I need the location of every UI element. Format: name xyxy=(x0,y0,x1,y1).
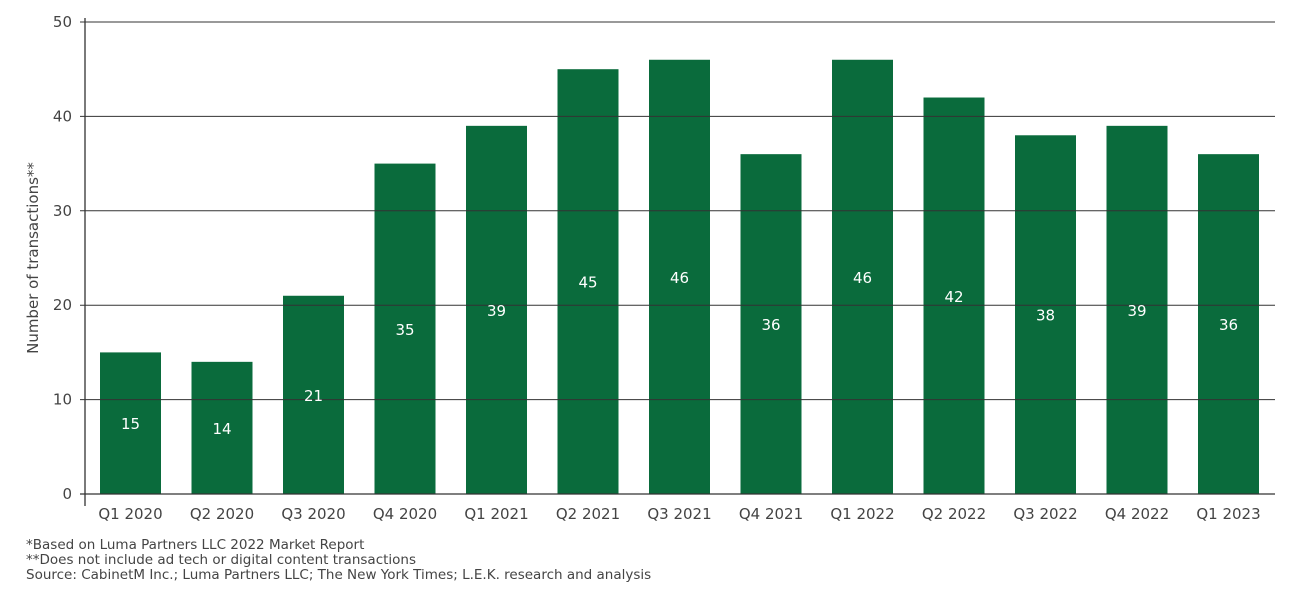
bar xyxy=(191,361,253,494)
x-tick-label: Q1 2023 xyxy=(1196,505,1260,523)
x-tick-label: Q4 2022 xyxy=(1105,505,1169,523)
data-label: 42 xyxy=(944,288,963,306)
data-label: 46 xyxy=(670,269,689,287)
footnote-2: **Does not include ad tech or digital co… xyxy=(26,552,417,568)
data-label: 15 xyxy=(121,415,140,433)
footnote-1: *Based on Luma Partners LLC 2022 Market … xyxy=(26,537,365,553)
y-axis-label: Number of transactions** xyxy=(24,162,42,354)
x-tick-label: Q1 2022 xyxy=(830,505,894,523)
y-tick-label: 50 xyxy=(53,13,72,31)
bar xyxy=(1015,135,1076,494)
source-note: Source: CabinetM Inc.; Luma Partners LLC… xyxy=(26,567,652,583)
bar xyxy=(1106,125,1168,494)
bar xyxy=(832,59,893,494)
x-tick-label: Q1 2021 xyxy=(464,505,528,523)
y-tick-label: 30 xyxy=(53,202,72,220)
data-label: 39 xyxy=(1127,302,1146,320)
bar xyxy=(557,69,619,494)
bar xyxy=(649,59,710,494)
data-label: 38 xyxy=(1036,307,1055,325)
data-label: 45 xyxy=(578,274,597,292)
bar xyxy=(466,125,527,494)
bar xyxy=(923,97,985,495)
y-tick-label: 0 xyxy=(62,485,72,503)
data-label: 46 xyxy=(853,269,872,287)
x-tick-label: Q2 2022 xyxy=(922,505,986,523)
data-label: 14 xyxy=(212,420,231,438)
bar xyxy=(374,163,436,494)
x-tick-label: Q1 2020 xyxy=(98,505,162,523)
x-tick-label: Q3 2021 xyxy=(647,505,711,523)
x-tick-label: Q4 2021 xyxy=(739,505,803,523)
x-tick-label: Q4 2020 xyxy=(373,505,437,523)
x-tick-label: Q2 2021 xyxy=(556,505,620,523)
bar-chart: Number of transactions** 0 10 20 30 40 50 15 Q1… xyxy=(24,13,1275,523)
x-tick-label: Q3 2022 xyxy=(1013,505,1077,523)
data-label: 36 xyxy=(1219,316,1238,334)
y-tick-label: 40 xyxy=(53,107,72,125)
y-tick-label: 10 xyxy=(53,391,72,409)
x-tick-label: Q3 2020 xyxy=(281,505,345,523)
data-label: 21 xyxy=(304,387,323,405)
data-label: 36 xyxy=(761,316,780,334)
x-tick-label: Q2 2020 xyxy=(190,505,254,523)
data-label: 35 xyxy=(395,321,414,339)
footnotes: *Based on Luma Partners LLC 2022 Market … xyxy=(26,538,651,583)
bar xyxy=(283,295,344,494)
y-tick-label: 20 xyxy=(53,296,72,314)
data-label: 39 xyxy=(487,302,506,320)
bar xyxy=(100,352,161,494)
